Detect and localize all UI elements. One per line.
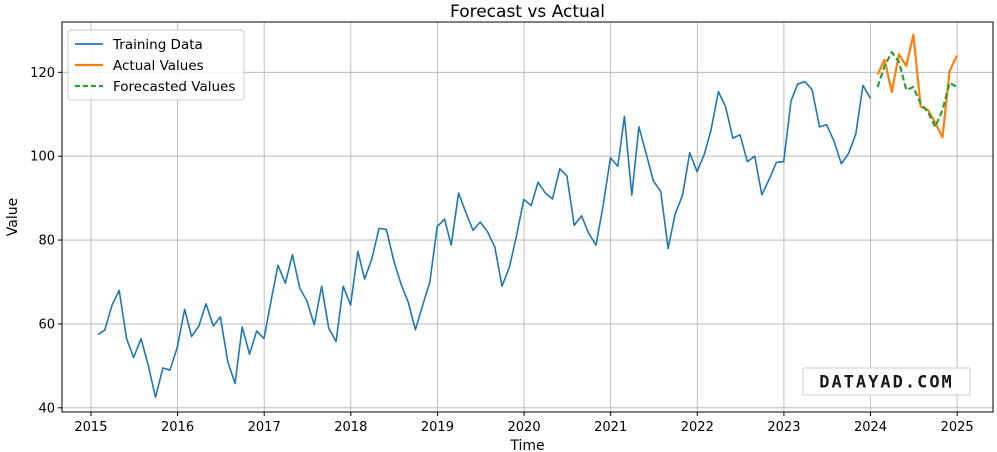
plot-area-frame [61, 21, 994, 413]
x-tick-label: 2023 [767, 420, 800, 435]
series-line-actual-values [876, 33, 958, 139]
watermark-box [802, 367, 971, 396]
y-tick-label: 40 [38, 401, 55, 416]
x-tick-label: 2015 [74, 420, 107, 435]
x-tick-label: 2025 [941, 420, 974, 435]
legend: Training Data Actual Values Forecasted Val… [67, 29, 245, 101]
x-tick-label: 2016 [161, 420, 194, 435]
x-tick-label: 2019 [421, 420, 454, 435]
legend-label: Actual Values [113, 58, 204, 74]
y-tick-label: 80 [38, 234, 55, 249]
chart-title: Forecast vs Actual [450, 2, 605, 22]
y-tick-label: 100 [30, 150, 55, 165]
series-line-training-data [97, 80, 872, 399]
x-tick-label: 2018 [334, 420, 367, 435]
x-tick-label: 2024 [854, 420, 887, 435]
x-axis-title: Time [509, 438, 544, 452]
x-tick-label: 2020 [508, 420, 541, 435]
x-tick-label: 2022 [681, 420, 714, 435]
x-tick-label: 2021 [594, 420, 627, 435]
series-line-forecasted-values [876, 51, 958, 128]
x-tick-label: 2017 [248, 420, 281, 435]
y-tick-label: 60 [38, 317, 55, 332]
watermark: DATAYAD.COM [802, 367, 971, 396]
watermark-text: DATAYAD.COM [819, 373, 954, 393]
y-axis-ticks: 40 60 80 100 120 [30, 66, 62, 416]
series-layer [97, 33, 958, 399]
y-tick-label: 120 [30, 66, 55, 81]
x-axis-ticks: 2015 2016 2017 2018 2019 2020 2021 2022 2023 2024… [74, 412, 974, 435]
legend-label: Training Data [112, 37, 203, 53]
y-axis-title: Value [5, 198, 21, 236]
legend-label: Forecasted Values [113, 79, 235, 95]
legend-box [67, 29, 245, 101]
